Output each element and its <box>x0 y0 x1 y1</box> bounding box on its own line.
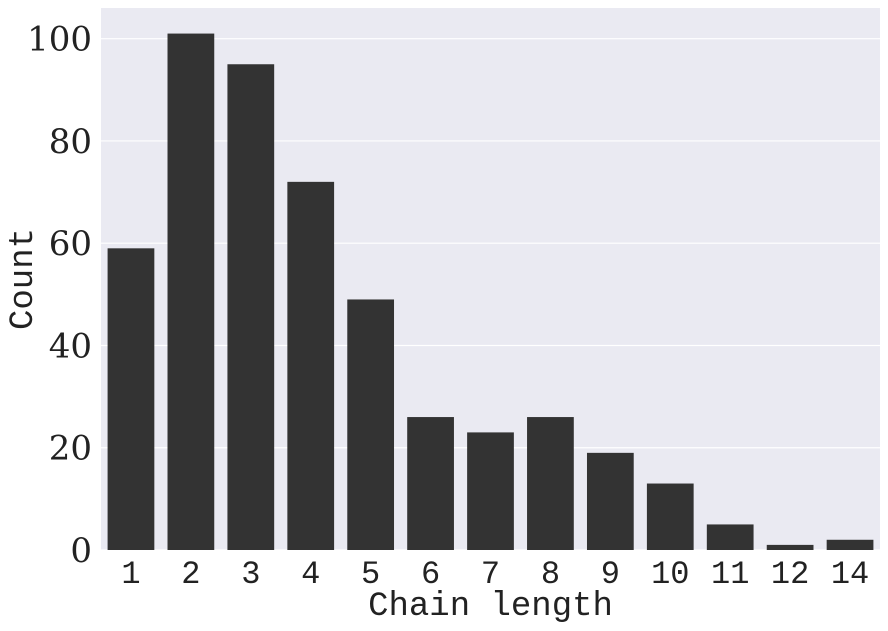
bar-1 <box>107 248 155 551</box>
x-tick-label: 10 <box>651 556 689 593</box>
x-tick-label: 9 <box>601 556 620 593</box>
y-tick-label: 20 <box>49 429 92 469</box>
bar-3 <box>227 64 275 550</box>
bar-4 <box>287 181 335 550</box>
bar-10 <box>646 483 694 550</box>
bar-5 <box>347 299 395 550</box>
x-tick-label: 14 <box>831 556 869 593</box>
x-tick-label: 6 <box>421 556 440 593</box>
x-tick-label: 8 <box>541 556 560 593</box>
y-tick-label: 80 <box>49 122 92 162</box>
x-tick-label: 12 <box>771 556 809 593</box>
bar-11 <box>706 524 754 550</box>
x-tick-label: 2 <box>181 556 200 593</box>
bar-8 <box>527 417 574 550</box>
x-tick-labels: 1 2 3 4 5 6 7 8 9 10 11 12 14 <box>121 556 869 593</box>
y-tick-label: 60 <box>49 224 92 264</box>
bar-6 <box>407 417 454 550</box>
bar-12 <box>766 544 814 550</box>
y-tick-label: 0 <box>70 531 92 571</box>
bar-2 <box>167 33 215 550</box>
y-tick-labels: 0 20 40 60 80 100 <box>27 20 92 571</box>
x-tick-label: 5 <box>361 556 380 593</box>
x-tick-label: 4 <box>301 556 320 593</box>
x-tick-label: 3 <box>241 556 260 593</box>
x-tick-label: 1 <box>121 556 140 593</box>
bars <box>107 33 874 551</box>
y-tick-label: 100 <box>27 20 92 60</box>
bar-7 <box>467 432 514 550</box>
x-tick-label: 11 <box>711 556 749 593</box>
bar-9 <box>586 452 634 550</box>
x-tick-label: 7 <box>481 556 500 593</box>
y-tick-label: 40 <box>49 326 92 366</box>
y-axis-label: Count <box>5 228 43 330</box>
x-axis-label: Chain length <box>368 588 613 626</box>
bar-14 <box>826 539 874 550</box>
